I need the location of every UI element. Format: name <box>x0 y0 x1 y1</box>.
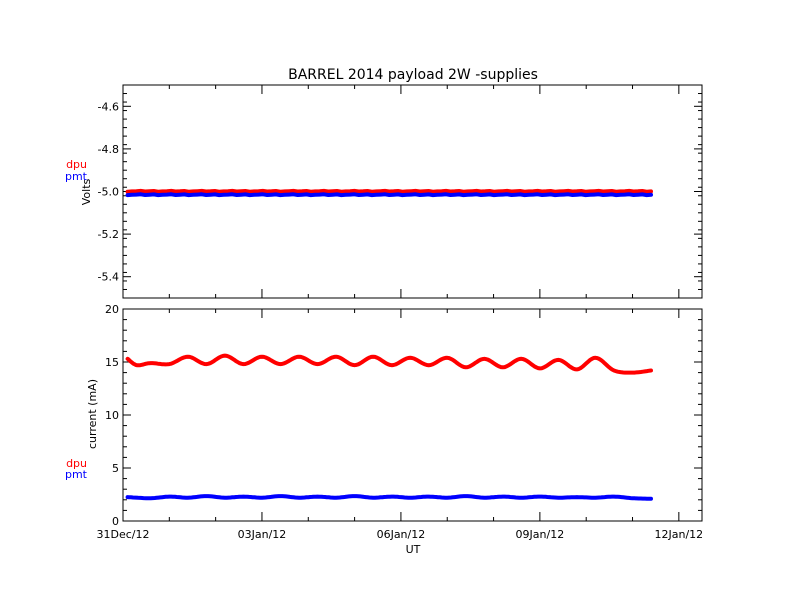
volts-panel: -4.6 -4.8 -5.0 -5.2 -5.4 Volts dpu pmt <box>65 84 703 299</box>
volts-series <box>125 188 653 198</box>
y-tick-label: -5.0 <box>98 186 119 199</box>
current-plot-frame <box>122 308 703 522</box>
x-tick-label: 31Dec/12 <box>97 528 150 541</box>
legend-bottom-pmt: pmt <box>65 468 88 481</box>
current-y-ticks: 0 5 10 15 20 <box>105 303 702 528</box>
y-tick-label: 15 <box>105 356 119 369</box>
volts-y-ticks: -4.6 -4.8 -5.0 -5.2 -5.4 <box>98 84 702 299</box>
series-dpu-line <box>125 353 653 375</box>
x-tick-label: 03Jan/12 <box>238 528 287 541</box>
chart-title: BARREL 2014 payload 2W -supplies <box>288 67 538 83</box>
legend-top-dpu: dpu <box>66 158 87 171</box>
current-x-ticks: 31Dec/12 03Jan/12 06Jan/12 09Jan/12 12Jan/12 <box>97 309 704 541</box>
y-tick-label: 0 <box>112 515 119 528</box>
current-panel: 0 5 10 15 20 31Dec/12 03Jan/12 06Jan/12 09Jan/1… <box>65 303 703 556</box>
current-y-axis-label: current (mA) <box>86 379 99 449</box>
y-tick-label: 10 <box>105 409 119 422</box>
volts-x-ticks <box>122 85 680 298</box>
series-dpu-line <box>125 188 653 194</box>
legend-bottom-dpu: dpu <box>66 457 87 470</box>
x-axis-label: UT <box>406 543 421 556</box>
y-tick-label: -4.6 <box>98 100 119 113</box>
series-pmt-line <box>125 192 653 198</box>
series-pmt-line <box>125 494 653 501</box>
y-tick-label: -5.4 <box>98 271 119 284</box>
y-tick-label: -5.2 <box>98 228 119 241</box>
x-tick-label: 09Jan/12 <box>516 528 565 541</box>
legend-top-pmt: pmt <box>65 170 88 183</box>
volts-y-axis-label: Volts <box>80 178 93 205</box>
y-tick-label: 20 <box>105 303 119 316</box>
x-tick-label: 12Jan/12 <box>655 528 704 541</box>
y-tick-label: -4.8 <box>98 143 119 156</box>
current-series <box>125 353 653 501</box>
y-tick-label: 5 <box>112 462 119 475</box>
x-tick-label: 06Jan/12 <box>377 528 426 541</box>
